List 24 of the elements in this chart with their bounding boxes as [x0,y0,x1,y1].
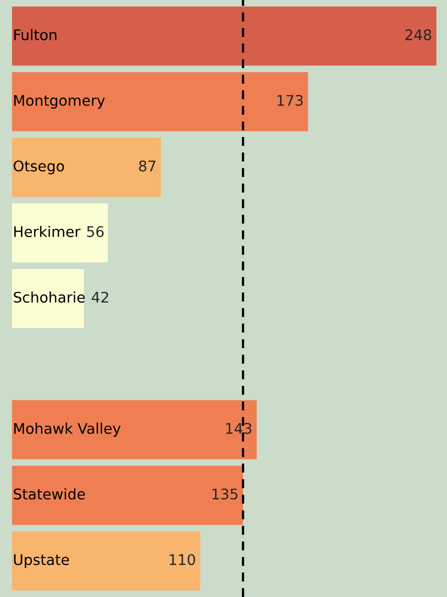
data-label: 110 [170,554,196,566]
y-tick-label: Statewide [14,488,85,500]
data-label: 42 [92,292,108,303]
bar [12,400,257,460]
y-tick-label: Schoharie [14,291,85,303]
bar [12,203,108,262]
data-label: 143 [226,422,252,434]
data-label: 248 [405,29,432,40]
bar [12,72,308,132]
y-tick-label: Herkimer [14,226,80,238]
bar [12,6,436,66]
y-tick-label: Montgomery [14,95,105,109]
bar [12,531,200,590]
y-tick-label: Mohawk Valley [14,422,121,437]
bar [12,466,244,525]
data-label: 173 [278,94,303,106]
data-label: 135 [212,488,238,500]
y-tick-label: Fulton [14,29,56,40]
y-tick-label: Upstate [14,554,69,568]
bar [12,138,161,197]
y-tick-label: Otsego [14,160,64,174]
data-label: 87 [139,160,156,172]
data-label: 56 [87,226,104,238]
bar [12,268,84,328]
